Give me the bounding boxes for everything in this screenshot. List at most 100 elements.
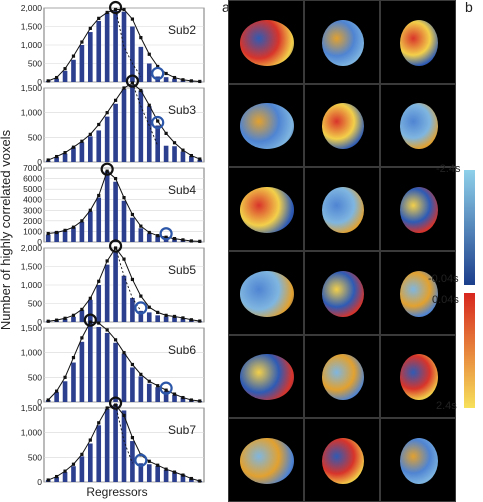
- line-point: [88, 132, 92, 136]
- brain-slice-image: [380, 0, 456, 84]
- y-tick-label: 1,500: [21, 83, 43, 93]
- y-tick-label: 1,000: [21, 280, 43, 290]
- y-tick-label: 1,500: [21, 323, 43, 333]
- x-axis-label: Regressors: [86, 485, 147, 499]
- line-point: [97, 193, 101, 198]
- line-point: [63, 228, 67, 232]
- blue-marker: [151, 115, 165, 130]
- line-point: [156, 64, 160, 69]
- bar: [163, 145, 169, 162]
- blue-marker: [151, 66, 165, 81]
- brain-slice-image: [228, 0, 304, 84]
- bar: [163, 77, 169, 82]
- colorbar-neg-top-label: -2.4s: [436, 163, 461, 175]
- brain-slice-image: [304, 251, 380, 335]
- colorbar-positive: [464, 293, 475, 408]
- line-point: [55, 154, 59, 159]
- line-point: [113, 338, 118, 342]
- bar: [71, 316, 76, 322]
- bar: [113, 181, 118, 242]
- brain-map-panel: [228, 0, 456, 502]
- line-point: [139, 294, 143, 298]
- y-tick-label: 2000: [23, 216, 42, 226]
- y-tick-label: 1,000: [21, 428, 43, 438]
- brain-slice-blob: [239, 187, 295, 234]
- peak-marker: [108, 239, 123, 253]
- line-point: [105, 111, 109, 115]
- bar: [155, 125, 160, 162]
- line-point: [55, 230, 59, 235]
- bar: [138, 228, 144, 242]
- line-point: [55, 318, 59, 322]
- bar: [146, 233, 152, 242]
- blue-marker: [134, 453, 148, 467]
- bar: [79, 45, 85, 82]
- y-tick-label: 0: [37, 477, 42, 487]
- blue-marker: [159, 227, 173, 241]
- line-point: [63, 151, 67, 155]
- line-point: [156, 310, 160, 314]
- bar: [113, 103, 118, 162]
- bar: [104, 332, 110, 402]
- y-tick-label: 2,000: [21, 3, 43, 13]
- bar: [96, 130, 102, 162]
- line-point: [97, 122, 101, 127]
- line-point: [71, 462, 76, 466]
- line-point: [122, 257, 126, 261]
- line-point: [164, 235, 168, 239]
- chart-panel: 0 500 1,000 1,500 Sub7: [21, 396, 205, 487]
- line-point: [147, 305, 151, 309]
- chart-title: Sub4: [168, 183, 196, 197]
- bar: [62, 472, 68, 482]
- line-point: [198, 319, 202, 323]
- bar: [155, 387, 160, 402]
- line-point: [164, 313, 168, 317]
- line-point: [105, 169, 109, 173]
- bar: [62, 230, 68, 242]
- y-tick-label: 500: [28, 59, 42, 69]
- line-point: [63, 316, 67, 320]
- y-tick-label: 1,000: [21, 348, 43, 358]
- bar: [172, 394, 177, 402]
- line-point: [172, 314, 177, 319]
- y-tick-label: 500: [28, 372, 42, 382]
- bar: [104, 116, 110, 162]
- brain-slice-blob: [400, 438, 438, 485]
- line-point: [80, 219, 84, 223]
- line-point: [164, 467, 168, 471]
- line-point: [71, 356, 76, 360]
- bar: [130, 441, 135, 482]
- bar: [197, 159, 203, 162]
- line-point: [80, 452, 84, 456]
- y-tick-label: 0: [37, 317, 42, 327]
- brain-slice-image: [228, 167, 304, 251]
- line-point: [189, 153, 193, 158]
- line-point: [147, 459, 151, 463]
- bar: [130, 367, 135, 402]
- bar: [163, 469, 169, 482]
- line-point: [147, 103, 151, 107]
- bar: [88, 321, 93, 402]
- bar: [163, 316, 169, 322]
- line-point: [97, 421, 101, 425]
- y-tick-label: 0: [37, 237, 42, 247]
- line-point: [71, 313, 76, 317]
- line-point: [46, 79, 50, 83]
- y-tick-label: 6000: [23, 174, 42, 184]
- line-point: [122, 7, 126, 12]
- bar: [96, 197, 102, 242]
- bar: [189, 478, 194, 482]
- peak-marker: [108, 396, 123, 410]
- line-point: [55, 474, 59, 479]
- bar: [88, 136, 93, 162]
- bar: [130, 297, 135, 322]
- chart-panel: 0 500 1,000 1,500 Sub3: [21, 74, 205, 167]
- y-axis-label: Number of highly correlated voxels: [0, 129, 13, 330]
- bar: [62, 318, 68, 322]
- line-point: [122, 86, 126, 90]
- bar: [146, 312, 152, 322]
- dashed-line: [115, 404, 133, 464]
- bar: [146, 63, 152, 82]
- dashed-line: [115, 9, 142, 77]
